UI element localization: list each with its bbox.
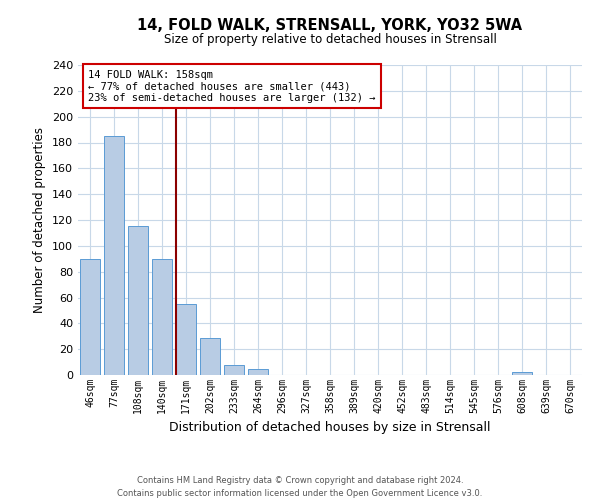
Bar	[248, 368, 268, 375]
Bar	[200, 338, 220, 375]
Text: Contains HM Land Registry data © Crown copyright and database right 2024.
Contai: Contains HM Land Registry data © Crown c…	[118, 476, 482, 498]
Bar	[224, 364, 244, 375]
Text: 14 FOLD WALK: 158sqm
← 77% of detached houses are smaller (443)
23% of semi-deta: 14 FOLD WALK: 158sqm ← 77% of detached h…	[88, 70, 376, 103]
Text: Size of property relative to detached houses in Strensall: Size of property relative to detached ho…	[164, 32, 496, 46]
Bar	[512, 372, 532, 375]
Bar	[152, 259, 172, 375]
X-axis label: Distribution of detached houses by size in Strensall: Distribution of detached houses by size …	[169, 422, 491, 434]
Bar	[104, 136, 124, 375]
Bar	[80, 259, 100, 375]
Y-axis label: Number of detached properties: Number of detached properties	[34, 127, 46, 313]
Text: 14, FOLD WALK, STRENSALL, YORK, YO32 5WA: 14, FOLD WALK, STRENSALL, YORK, YO32 5WA	[137, 18, 523, 32]
Bar	[176, 304, 196, 375]
Bar	[128, 226, 148, 375]
